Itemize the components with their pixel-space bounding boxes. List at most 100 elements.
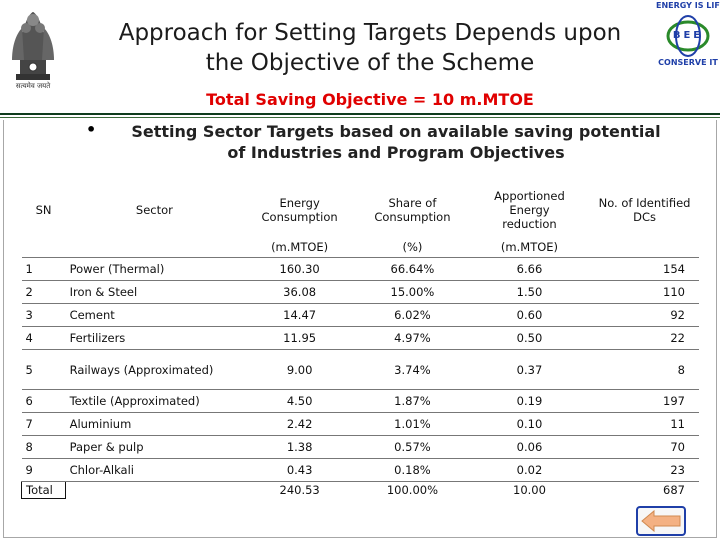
row-dcs: 8 (590, 349, 699, 390)
bullet-icon: • (86, 120, 97, 139)
table-row: 9 Chlor-Alkali 0.43 0.18% 0.02 23 (21, 458, 699, 482)
row-dcs: 23 (590, 458, 699, 482)
row-share: 4.97% (356, 326, 469, 350)
header-dcs-line-1: No. of Identified (598, 196, 691, 210)
row-reduction: 0.60 (468, 303, 591, 327)
bullet-text: Setting Sector Targets based on availabl… (86, 121, 706, 163)
logo-top-text: ENERGY IS LIFE (656, 1, 720, 10)
title-line-2: the Objective of the Scheme (205, 50, 535, 76)
header-share-line-2: Consumption (374, 210, 451, 224)
row-sn: 1 (21, 257, 66, 281)
row-energy: 14.47 (243, 303, 357, 327)
row-reduction: 0.50 (468, 326, 591, 350)
row-sn: 5 (21, 349, 66, 390)
row-sector: Aluminium (65, 412, 244, 436)
row-share: 66.64% (356, 257, 469, 281)
row-dcs: 70 (590, 435, 699, 459)
table-header-row: SN Sector Energy Consumption Share of Co… (22, 184, 700, 236)
lion-emblem-icon (12, 12, 54, 80)
row-sector: Cement (65, 303, 244, 327)
back-button[interactable] (636, 506, 686, 536)
row-reduction: 6.66 (468, 257, 591, 281)
row-energy: 2.42 (243, 412, 357, 436)
bullet-line-1: Setting Sector Targets based on availabl… (131, 122, 661, 141)
bullet-line-2: of Industries and Program Objectives (227, 143, 565, 162)
row-sector: Power (Thermal) (65, 257, 244, 281)
row-sn: 7 (21, 412, 66, 436)
sector-targets-table: SN Sector Energy Consumption Share of Co… (20, 184, 700, 499)
row-energy: 4.50 (243, 389, 357, 413)
header-energy: Energy Consumption (243, 184, 356, 236)
row-energy: 0.43 (243, 458, 357, 482)
row-sn: 9 (21, 458, 66, 482)
table-row: 4 Fertilizers 11.95 4.97% 0.50 22 (21, 326, 699, 350)
total-reduction: 10.00 (468, 481, 591, 499)
table-row: 3 Cement 14.47 6.02% 0.60 92 (21, 303, 699, 327)
header-apportioned-line-2: reduction (502, 217, 557, 231)
table-row: 7 Aluminium 2.42 1.01% 0.10 11 (21, 412, 699, 436)
row-reduction: 0.10 (468, 412, 591, 436)
national-emblem: सत्यमेव जयते (4, 4, 62, 96)
row-sector: Fertilizers (65, 326, 244, 350)
header-sector: Sector (135, 203, 173, 217)
total-share: 100.00% (356, 481, 469, 499)
title-line-1: Approach for Setting Targets Depends upo… (118, 20, 622, 46)
row-reduction: 0.19 (468, 389, 591, 413)
table-total-row: Total 240.53 100.00% 10.00 687 (20, 481, 699, 499)
objective-text: Total Saving Objective = 10 m.MTOE (206, 90, 534, 109)
row-share: 1.87% (356, 389, 469, 413)
row-dcs: 22 (590, 326, 699, 350)
header-apportioned-line-1: Apportioned Energy (494, 189, 565, 217)
row-sector: Chlor-Alkali (65, 458, 244, 482)
header-apportioned: Apportioned Energy reduction (469, 184, 590, 236)
row-sn: 8 (21, 435, 66, 459)
row-dcs: 197 (590, 389, 699, 413)
row-energy: 1.38 (243, 435, 357, 459)
header-energy-line-1: Energy (279, 196, 320, 210)
table-row: 8 Paper & pulp 1.38 0.57% 0.06 70 (21, 435, 699, 459)
header-share: Share of Consumption (356, 184, 469, 236)
table-row: 1 Power (Thermal) 160.30 66.64% 6.66 154 (21, 257, 699, 281)
row-dcs: 92 (590, 303, 699, 327)
table-units-row: (m.MTOE) (%) (m.MTOE) (21, 236, 699, 258)
row-sector: Paper & pulp (65, 435, 244, 459)
header-sn: SN (35, 203, 52, 217)
content-frame (3, 120, 717, 538)
row-sn: 6 (21, 389, 66, 413)
header-dcs-line-2: DCs (633, 210, 656, 224)
logo-bottom-text: CONSERVE IT (658, 58, 718, 67)
row-dcs: 110 (590, 280, 699, 304)
row-dcs: 11 (590, 412, 699, 436)
table-row: 5 Railways (Approximated) 9.00 3.74% 0.3… (21, 349, 699, 390)
total-dcs: 687 (590, 481, 699, 499)
row-sector: Textile (Approximated) (65, 389, 244, 413)
row-share: 6.02% (356, 303, 469, 327)
row-sn: 2 (21, 280, 66, 304)
row-energy: 160.30 (243, 257, 357, 281)
row-sector: Iron & Steel (65, 280, 244, 304)
row-share: 1.01% (356, 412, 469, 436)
row-energy: 11.95 (243, 326, 357, 350)
bee-logo-icon (656, 0, 720, 70)
unit-apportioned: (m.MTOE) (468, 236, 591, 258)
row-reduction: 0.02 (468, 458, 591, 482)
header-energy-line-2: Consumption (261, 210, 338, 224)
header-divider-thin (0, 117, 720, 118)
row-share: 0.18% (356, 458, 469, 482)
slide-title: Approach for Setting Targets Depends upo… (70, 18, 670, 78)
row-share: 15.00% (356, 280, 469, 304)
unit-share: (%) (356, 236, 469, 258)
table-row: 2 Iron & Steel 36.08 15.00% 1.50 110 (21, 280, 699, 304)
logo-middle-text: BEE (672, 30, 704, 41)
row-share: 0.57% (356, 435, 469, 459)
row-sn: 3 (21, 303, 66, 327)
row-reduction: 1.50 (468, 280, 591, 304)
emblem-caption: सत्यमेव जयते (15, 82, 51, 90)
header-divider (0, 113, 720, 115)
left-arrow-icon[interactable] (636, 506, 686, 536)
header-dcs: No. of Identified DCs (590, 184, 699, 236)
table-row: 6 Textile (Approximated) 4.50 1.87% 0.19… (21, 389, 699, 413)
total-label: Total (20, 481, 67, 499)
row-sector: Railways (Approximated) (65, 349, 244, 390)
row-reduction: 0.06 (468, 435, 591, 459)
